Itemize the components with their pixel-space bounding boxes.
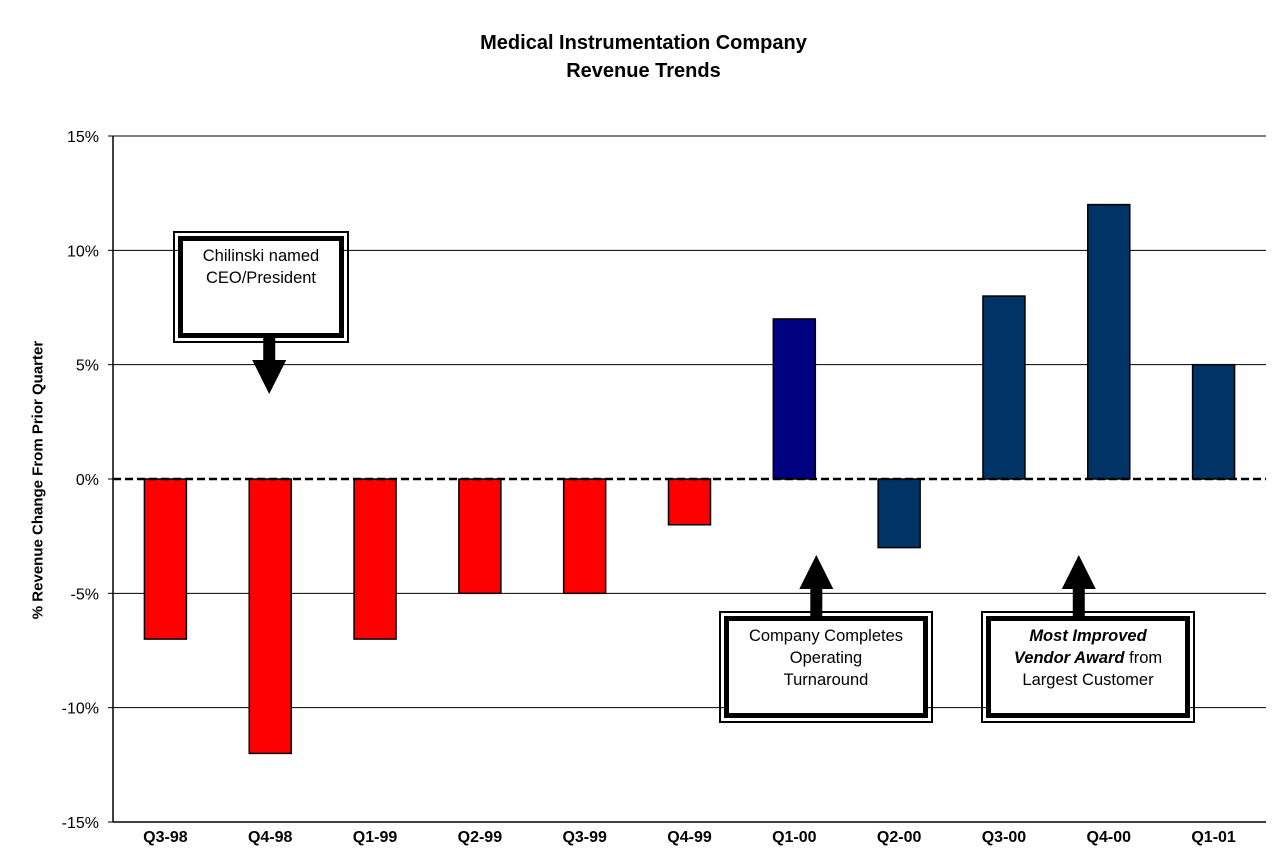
arrow-turnaround [799,555,834,616]
bar-q2-99 [458,478,502,595]
y-tick-label: 5% [76,358,99,375]
x-tick-label: Q3-00 [982,829,1027,846]
arrow-award-head [1061,555,1096,589]
arrow-award [1061,555,1096,616]
x-tick-label: Q2-99 [458,829,503,846]
x-tick-label: Q1-00 [772,829,817,846]
bar-q3-98 [143,478,188,640]
x-tick-label: Q4-98 [248,829,293,846]
bar-q4-98 [248,478,292,755]
callout-turnaround: Company Completes Operating Turnaround [719,611,933,723]
arrow-award-shaft [1072,589,1085,616]
callout-award-line1: Most Improved [1029,627,1147,645]
arrow-turnaround-shaft [810,589,823,616]
callout-turnaround-line1: Company Completes [748,627,904,645]
x-tick-label: Q4-00 [1087,829,1132,846]
callout-ceo-line2: CEO/President [205,269,317,287]
callout-ceo-line1: Chilinski named [202,247,320,265]
chart-subtitle: Revenue Trends [566,60,721,82]
y-tick-label: 0% [76,472,99,489]
y-tick-label: -5% [71,586,99,603]
y-tick-label: -10% [62,701,99,718]
y-tick-label: 15% [67,129,99,146]
x-tick-label: Q1-01 [1191,829,1236,846]
x-tick-label: Q3-99 [562,829,607,846]
bar-q1-00 [772,318,817,480]
bar-q1-01 [1191,363,1236,480]
callout-turnaround-line2: Operating [789,649,863,667]
bar-q2-00 [877,478,921,549]
callout-turnaround-line3: Turnaround [783,671,869,689]
callout-award: Most Improved Vendor Award from Largest … [981,611,1195,723]
tick-labels: 15% 10% 5% 0% -5% -10% -15% Q3-98 Q4-98 Q1-99 Q2-9… [62,129,1236,846]
arrow-ceo [252,338,287,394]
arrow-ceo-head [252,360,287,394]
x-tick-label: Q2-00 [877,829,922,846]
bar-q3-00 [982,295,1026,480]
x-tick-label: Q3-98 [143,829,188,846]
axes [108,135,1266,823]
x-tick-label: Q4-99 [667,829,712,846]
bars [143,203,1236,755]
bar-q4-00 [1087,203,1131,480]
callout-award-line2-plain: from [1129,649,1163,667]
callout-award-line2: Vendor Award from [991,647,1185,669]
x-tick-label: Q1-99 [353,829,398,846]
arrow-ceo-shaft [263,338,276,360]
chart-title: Medical Instrumentation Company [480,32,807,54]
y-tick-label: -15% [62,815,99,832]
y-tick-label: 10% [67,243,99,260]
bar-q3-99 [562,478,607,595]
bar-q4-99 [667,478,712,526]
callout-arrows [252,338,1096,616]
callout-award-line3: Largest Customer [1022,671,1154,689]
arrow-turnaround-head [799,555,834,589]
callout-award-line2-bold: Vendor Award [1013,649,1125,667]
bar-q1-99 [353,478,397,640]
callout-ceo: Chilinski named CEO/President [173,231,349,343]
